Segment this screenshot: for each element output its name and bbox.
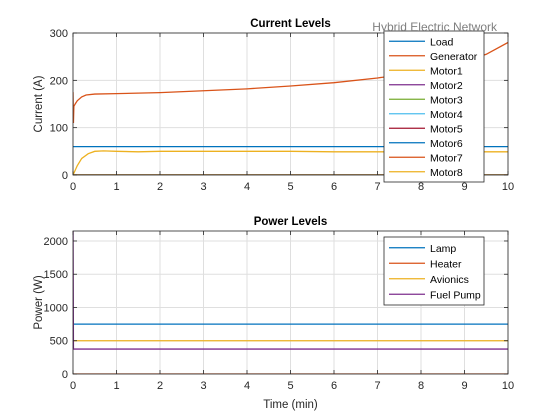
power-levels-axes: 0 1 2 3 4 5 6 7 8 9 10 0 500 1000 1500 2000 Power Levels… (33, 216, 514, 411)
y-tick-label: 1500 (44, 269, 68, 281)
legend: Lamp Heater Avionics Fuel Pump (383, 236, 485, 306)
y-tick-label: 2000 (44, 236, 68, 248)
legend-entry: Avionics (430, 274, 469, 286)
y-tick-label: 100 (50, 123, 68, 135)
legend-entry: Motor5 (430, 123, 463, 135)
x-tick-label: 8 (418, 181, 424, 193)
legend-entry: Heater (430, 258, 462, 270)
x-tick-label: 5 (287, 380, 293, 392)
legend-entry: Motor8 (430, 167, 463, 179)
legend-entry: Motor6 (430, 138, 463, 150)
legend: Load Generator Motor1 Motor2 Motor3 Motor4 Mot… (383, 30, 485, 183)
legend-entry: Generator (430, 51, 478, 63)
x-tick-label: 10 (502, 380, 514, 392)
y-tick-label: 200 (50, 75, 68, 87)
legend-entry: Lamp (430, 243, 456, 255)
window-title: Hybrid Electric Network (372, 20, 498, 34)
x-tick-label: 4 (244, 181, 250, 193)
y-tick-label: 0 (62, 369, 68, 381)
chart-title: Current Levels (250, 18, 331, 30)
x-tick-label: 7 (374, 181, 380, 193)
x-tick-label: 1 (113, 380, 119, 392)
x-tick-label: 0 (70, 181, 76, 193)
x-tick-label: 1 (113, 181, 119, 193)
y-axis-label: Power (W) (33, 275, 45, 329)
legend-entry: Load (430, 36, 454, 48)
x-tick-label: 4 (244, 380, 250, 392)
y-axis-label: Current (A) (33, 75, 45, 132)
x-axis-label: Time (min) (263, 399, 318, 411)
x-tick-label: 3 (200, 181, 206, 193)
x-tick-label: 9 (461, 181, 467, 193)
x-tick-label: 8 (418, 380, 424, 392)
x-tick-label: 9 (461, 380, 467, 392)
legend-entry: Motor7 (430, 152, 463, 164)
x-tick-label: 7 (374, 380, 380, 392)
chart-title: Power Levels (254, 216, 328, 228)
x-tick-label: 6 (331, 181, 337, 193)
legend-entry: Motor3 (430, 94, 463, 106)
x-tick-label: 10 (502, 181, 514, 193)
x-tick-label: 2 (157, 181, 163, 193)
x-tick-label: 0 (70, 380, 76, 392)
y-tick-label: 1000 (44, 302, 68, 314)
legend-entry: Motor2 (430, 80, 463, 92)
y-tick-label: 500 (50, 336, 68, 348)
x-tick-label: 3 (200, 380, 206, 392)
x-tick-label: 6 (331, 380, 337, 392)
x-tick-label: 2 (157, 380, 163, 392)
y-tick-label: 300 (50, 28, 68, 40)
y-tick-label: 0 (62, 170, 68, 182)
legend-entry: Fuel Pump (430, 289, 481, 301)
legend-entry: Motor1 (430, 65, 463, 77)
x-tick-label: 5 (287, 181, 293, 193)
legend-entry: Motor4 (430, 109, 463, 121)
